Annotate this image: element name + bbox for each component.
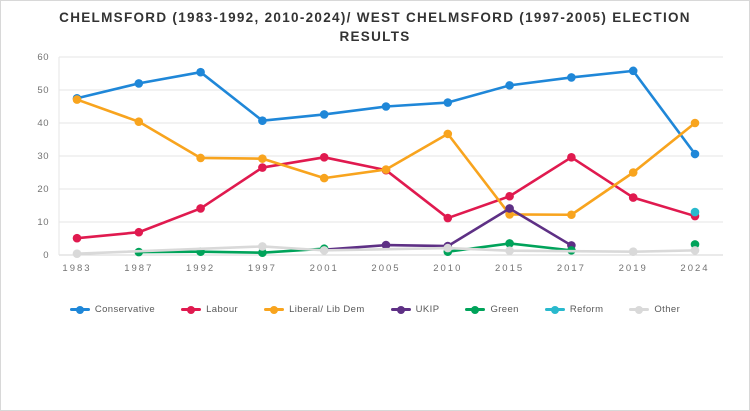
series-line-conservative (75, 69, 697, 156)
legend-label-other: Other (654, 304, 681, 315)
data-point-conservative-2017 (567, 73, 576, 82)
data-point-conservative-1997 (258, 116, 267, 125)
y-tick-label: 0 (43, 250, 49, 261)
legend-marker-liberal-lib-dem (264, 305, 285, 314)
legend-item-reform[interactable]: Reform (544, 304, 604, 315)
data-point-green-2024 (690, 240, 700, 249)
legend-label-conservative: Conservative (94, 304, 156, 315)
x-tick-label-1987: 1987 (124, 263, 153, 274)
legend-item-conservative[interactable]: Conservative (69, 304, 156, 315)
data-point-other-1983 (72, 249, 82, 258)
data-point-labour-1997 (258, 163, 267, 172)
data-point-conservative-1992 (196, 67, 205, 77)
legend-marker-other (629, 305, 650, 314)
data-point-liberal-lib-dem-1987 (134, 117, 144, 126)
election-line-chart: 0 10 20 30 40 50 60 1983 1987 1992 1997 2001 2005 201… (37, 52, 723, 274)
data-point-conservative-2005 (381, 102, 391, 111)
x-tick-label-2005: 2005 (371, 263, 400, 274)
x-tick-label-1983: 1983 (62, 263, 91, 274)
data-point-other-1997 (258, 242, 267, 251)
legend-item-labour[interactable]: Labour (181, 304, 238, 315)
legend-marker-conservative (69, 305, 90, 314)
legend-dot-other (635, 305, 644, 314)
x-tick-label-2019: 2019 (619, 263, 648, 274)
legend-dot-green (471, 305, 480, 314)
legend-item-ukip[interactable]: UKIP (390, 304, 440, 315)
data-point-other-2010 (443, 243, 453, 253)
y-tick-label: 30 (37, 151, 49, 162)
legend-item-liberal-lib-dem[interactable]: Liberal/ Lib Dem (264, 304, 365, 315)
legend-item-green[interactable]: Green (465, 304, 518, 315)
data-point-labour-2017 (567, 153, 576, 162)
series-line-green (137, 247, 326, 254)
x-tick-label-2024: 2024 (680, 263, 709, 274)
data-point-ukip-2015 (505, 204, 514, 213)
data-point-conservative-2001 (319, 110, 329, 119)
data-point-liberal-lib-dem-2001 (319, 173, 329, 183)
legend-marker-reform (544, 305, 565, 314)
x-tick-label-2001: 2001 (310, 263, 339, 274)
data-point-conservative-2015 (505, 81, 514, 90)
y-tick-label: 60 (37, 52, 49, 63)
data-point-labour-1983 (72, 233, 82, 243)
data-point-other-2001 (319, 246, 329, 255)
x-tick-label-2010: 2010 (433, 263, 462, 274)
data-point-liberal-lib-dem-1997 (258, 154, 267, 163)
data-point-liberal-lib-dem-2019 (628, 168, 638, 177)
data-point-green-1997 (258, 248, 267, 257)
legend-dot-liberal-lib-dem (270, 305, 279, 314)
y-tick-label: 20 (37, 184, 49, 195)
y-tick-label: 50 (37, 85, 49, 96)
data-point-liberal-lib-dem-2015 (505, 210, 514, 219)
data-point-liberal-lib-dem-1983 (72, 95, 82, 104)
legend-dot-reform (550, 305, 559, 314)
legend-dot-labour (187, 305, 196, 314)
legend-label-labour: Labour (206, 304, 239, 315)
legend-label-green: Green (490, 304, 519, 315)
legend-label-liberal-lib-dem: Liberal/ Lib Dem (289, 304, 365, 315)
series-line-liberal-lib-dem (75, 98, 697, 217)
data-point-labour-2015 (505, 191, 514, 201)
data-point-labour-1992 (196, 204, 205, 213)
chart-title: CHELMSFORD (1983-1992, 2010-2024)/ WEST … (59, 10, 691, 44)
x-tick-label-1992: 1992 (186, 263, 215, 274)
x-tick-label-2015: 2015 (495, 263, 524, 274)
legend-label-ukip: UKIP (415, 304, 440, 315)
chart-legend: Conservative Labour Liberal/ Lib Dem UKIP Gr… (1, 304, 749, 315)
legend-marker-labour (181, 305, 202, 314)
legend-label-reform: Reform (569, 304, 604, 315)
data-point-conservative-1987 (134, 79, 144, 88)
data-point-liberal-lib-dem-2017 (567, 210, 576, 220)
legend-marker-ukip (390, 305, 411, 314)
data-point-ukip-2005 (381, 240, 391, 250)
data-point-labour-2010 (443, 213, 453, 223)
data-point-labour-2001 (319, 153, 329, 162)
x-tick-label-2017: 2017 (557, 263, 586, 274)
y-tick-label: 10 (37, 217, 49, 228)
data-point-conservative-2024 (690, 149, 700, 159)
legend-item-other[interactable]: Other (629, 304, 680, 315)
data-point-liberal-lib-dem-2024 (690, 118, 700, 128)
legend-dot-conservative (75, 305, 84, 314)
data-point-liberal-lib-dem-2005 (381, 165, 391, 174)
data-point-reform-2024 (690, 207, 700, 217)
data-point-labour-2019 (628, 193, 638, 202)
data-point-other-2015 (505, 246, 514, 256)
data-point-liberal-lib-dem-1992 (196, 153, 205, 163)
data-point-other-2019 (628, 247, 638, 256)
x-tick-label-1997: 1997 (248, 263, 277, 274)
data-point-conservative-2019 (628, 66, 638, 76)
data-point-other-2024 (690, 246, 700, 255)
y-tick-label: 40 (37, 118, 49, 129)
data-point-liberal-lib-dem-2010 (443, 129, 453, 139)
data-point-labour-1987 (134, 227, 144, 237)
data-point-conservative-2010 (443, 98, 453, 107)
legend-dot-ukip (396, 305, 405, 314)
data-point-green-2015 (505, 239, 514, 248)
legend-marker-green (465, 305, 486, 314)
